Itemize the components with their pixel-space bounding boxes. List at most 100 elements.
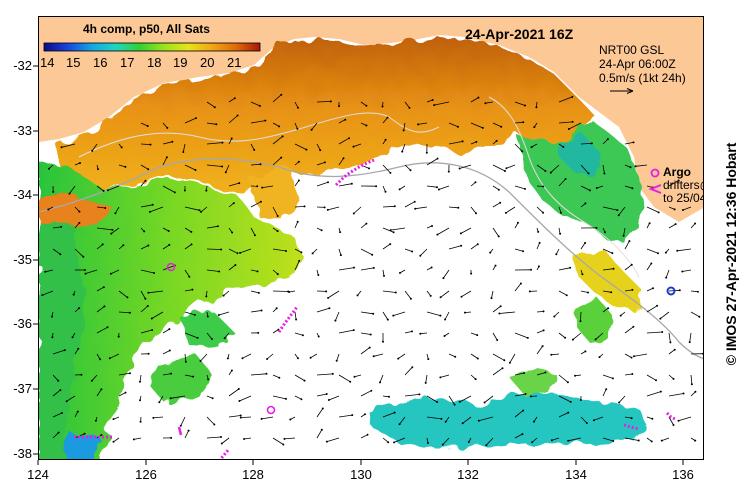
current-vector-head [265,372,268,375]
current-vector-head [393,205,396,208]
current-vector-head [147,352,150,355]
current-vector [335,311,340,321]
current-vector-head [124,391,127,394]
current-vector-head [489,251,492,254]
current-vector [580,143,592,145]
current-vector-head [694,222,697,225]
current-vector-head [483,401,486,404]
current-vector-head [259,200,262,203]
current-vector-head [394,291,397,294]
current-vector-head [617,214,620,217]
lon-label: 130 [350,467,372,482]
current-vector-head [386,318,389,321]
current-vector [514,433,523,439]
current-vector [499,311,516,314]
current-vector [602,268,614,271]
current-vector-head [382,340,384,343]
current-vector [470,374,476,380]
current-vector [96,244,103,250]
current-vector [531,143,538,148]
lat-label: -34 [13,187,32,202]
current-vector-head [458,167,461,170]
current-vector [240,416,252,418]
current-vector-head [651,417,654,420]
current-vector [595,332,604,340]
current-vector [668,349,675,355]
current-vector [682,206,692,211]
current-vector-head [253,148,256,151]
current-vector [250,310,262,313]
current-vector [382,290,396,293]
current-vector-head [281,135,284,138]
current-vector-head [698,315,701,318]
current-vector [140,180,146,187]
current-vector [96,326,108,334]
current-vector-head [496,339,499,341]
current-vector [140,245,149,250]
current-vector-head [146,305,149,307]
current-vector [338,329,354,334]
sst-central-orange [249,167,299,222]
current-vector-head [78,221,81,224]
current-vector-head [504,170,506,172]
current-vector [506,164,516,169]
current-vector [52,389,61,397]
current-vector [550,164,560,173]
current-vector-head [567,439,570,442]
current-vector-head [285,250,287,252]
current-vector [311,122,318,131]
current-vector [140,290,146,299]
current-vector [379,374,384,383]
argo-float-2 [266,405,276,415]
current-vector-head [587,291,589,294]
current-vector-head [317,274,320,276]
current-model: NRT00 GSL [599,43,665,57]
current-vector-head [150,317,153,320]
current-vector-head [459,232,462,235]
current-vector [118,164,126,168]
current-vector [327,290,340,299]
current-vector [250,269,258,272]
current-vector-head [239,414,242,417]
current-vector-head [567,128,570,130]
current-vector-head [665,276,668,279]
current-vector-head [243,438,246,440]
current-vector-head [457,206,460,209]
current-vector-head [327,181,329,184]
current-vector [401,143,406,152]
current-vector-head [595,187,598,189]
current-vector-head [256,270,259,273]
current-vector [461,290,472,298]
current-vector-head [349,380,352,383]
current-vector-head [622,234,625,237]
current-vector-head [57,379,60,382]
current-vector-head [144,179,147,182]
current-vector-head [476,243,479,246]
current-vector [61,143,76,148]
current-vector [558,96,573,103]
current-vector [200,206,208,213]
current-vector [536,242,540,250]
current-vector [118,392,126,397]
current-vector [514,121,524,124]
current-vector [668,416,674,426]
current-vector-head [442,277,445,280]
current-vector-head [569,400,572,403]
current-vector [140,329,153,334]
current-vector [580,311,582,322]
current-vector [678,416,692,422]
current-vector [404,101,410,109]
current-vector-head [579,399,582,401]
current-vector-head [476,334,479,337]
current-vector [162,141,173,145]
current-vector [250,143,255,151]
current-vector-head [524,187,526,190]
current-vector [572,332,582,340]
current-vector [492,185,500,191]
current-vector-head [650,440,653,443]
current-vector-head [78,307,81,310]
current-vector-head [147,244,150,247]
current-vector-head [368,346,371,349]
current-vector-head [112,440,115,443]
current-vector-head [320,229,323,232]
